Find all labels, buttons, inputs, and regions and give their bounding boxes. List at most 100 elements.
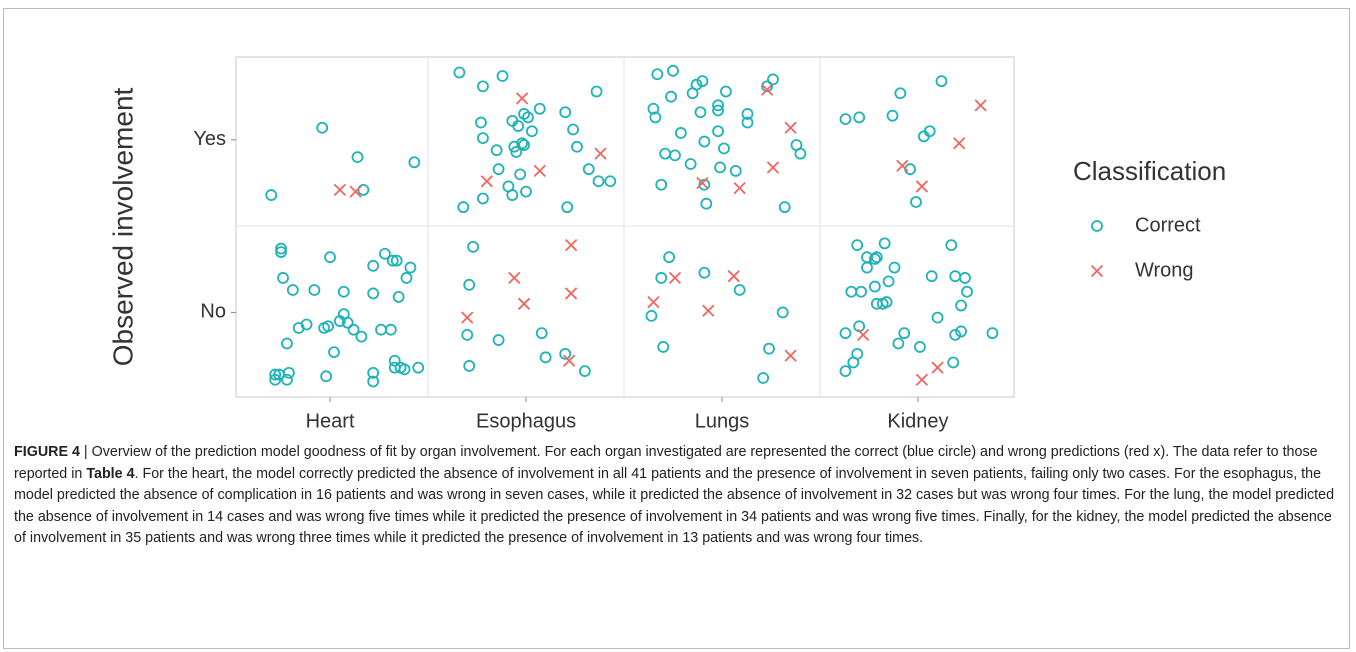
caption: FIGURE 4 | Overview of the prediction mo… (14, 442, 1340, 550)
point (767, 73, 779, 86)
point (515, 92, 529, 105)
point (667, 64, 679, 77)
legend-label: Correct (1135, 214, 1201, 236)
point (868, 280, 881, 293)
point (457, 201, 470, 214)
point (463, 278, 476, 291)
point (337, 285, 350, 298)
point (477, 132, 489, 145)
point (390, 254, 403, 267)
point (475, 116, 487, 129)
point (467, 240, 480, 253)
point (888, 261, 901, 274)
point (526, 125, 538, 138)
point (855, 285, 868, 298)
point (461, 328, 474, 341)
point (684, 158, 697, 170)
caption-label: FIGURE 4 (14, 444, 80, 460)
point (281, 373, 293, 386)
point (712, 104, 724, 117)
point (776, 306, 789, 319)
point (698, 178, 711, 191)
point (727, 270, 740, 283)
point (868, 253, 881, 265)
point (718, 142, 730, 155)
chart: Observed involvement Classification Hear… (107, 56, 1226, 432)
point (896, 159, 909, 172)
point (766, 161, 780, 174)
point (647, 295, 660, 309)
point (949, 328, 962, 341)
point (763, 342, 775, 355)
point (571, 140, 583, 153)
y-axis-title: Observed involvement (107, 87, 138, 366)
point (477, 80, 489, 93)
point (496, 70, 509, 82)
point (949, 270, 962, 283)
point (698, 135, 711, 148)
point (961, 285, 973, 298)
point (506, 189, 519, 201)
point (952, 137, 966, 150)
point (400, 272, 413, 284)
point (275, 242, 287, 255)
point (269, 368, 282, 381)
point (778, 201, 791, 214)
point (947, 356, 960, 369)
point (853, 111, 866, 124)
point (925, 270, 938, 283)
point (733, 182, 746, 195)
point (508, 271, 521, 285)
point (741, 116, 754, 129)
point (592, 175, 605, 188)
legend-title: Classification (1073, 156, 1226, 186)
point (300, 318, 313, 331)
point (281, 337, 293, 350)
x-tick-label: Esophagus (476, 410, 576, 432)
point (712, 99, 724, 112)
legend-marker (1090, 264, 1104, 278)
point (392, 290, 405, 303)
point (463, 360, 476, 372)
point (647, 102, 660, 115)
point (328, 346, 340, 359)
caption-text: . For the heart, the model correctly pre… (14, 465, 1335, 547)
point (986, 327, 999, 340)
point (341, 316, 354, 329)
point (453, 66, 466, 79)
point (923, 125, 936, 138)
point (663, 251, 675, 264)
point (604, 175, 617, 188)
point (559, 106, 572, 119)
point (490, 144, 503, 157)
point (655, 272, 668, 284)
point (914, 341, 926, 353)
point (408, 156, 421, 169)
point (915, 373, 929, 386)
point (269, 373, 282, 386)
legend-label: Wrong (1135, 259, 1194, 281)
point (461, 311, 474, 324)
point (839, 365, 852, 378)
point (910, 196, 922, 208)
panel-border (235, 56, 1015, 398)
point (839, 113, 852, 126)
point (492, 334, 505, 346)
point (480, 175, 493, 188)
point (712, 125, 724, 138)
point (894, 87, 907, 100)
point (882, 275, 895, 288)
point (492, 163, 505, 176)
point (559, 347, 572, 360)
point (324, 251, 336, 264)
point (320, 370, 333, 383)
point (856, 328, 870, 342)
point (945, 239, 958, 252)
point (512, 120, 525, 132)
point (861, 261, 873, 274)
point (668, 271, 682, 285)
point (567, 123, 579, 136)
point (510, 146, 523, 158)
point (375, 323, 387, 336)
